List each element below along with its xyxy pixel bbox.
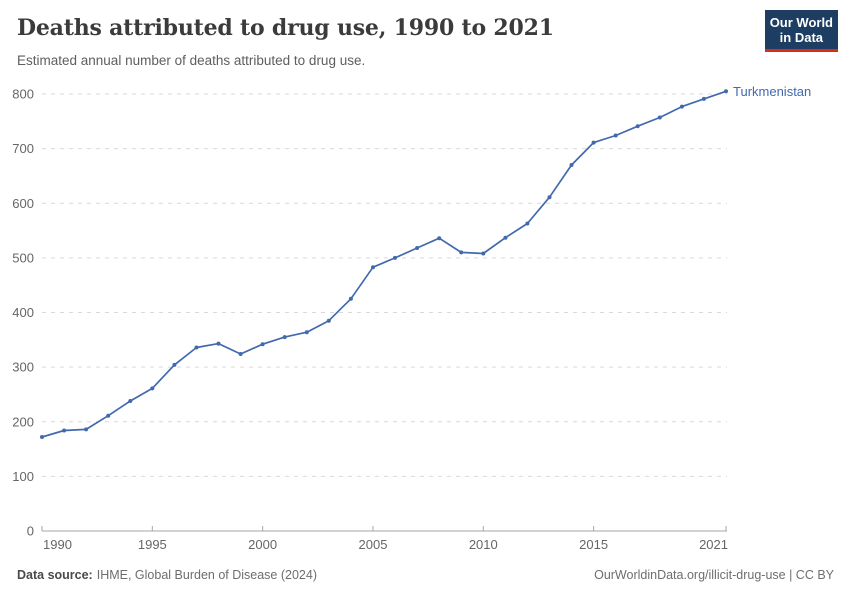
data-point-2009[interactable] [459, 250, 464, 255]
y-tick-label-700: 700 [12, 141, 34, 156]
data-point-2013[interactable] [547, 195, 552, 200]
y-tick-label-0: 0 [27, 524, 34, 539]
data-point-2012[interactable] [525, 221, 530, 226]
data-line-turkmenistan[interactable] [41, 90, 727, 438]
x-tick-label-1990: 1990 [43, 537, 72, 552]
data-point-1999[interactable] [238, 352, 243, 356]
data-point-2008[interactable] [437, 236, 442, 241]
data-point-1991[interactable] [62, 428, 67, 433]
data-point-2001[interactable] [282, 335, 287, 340]
owid-logo-line1: Our World [769, 15, 833, 30]
data-point-1997[interactable] [194, 345, 199, 350]
x-tick-label-2005: 2005 [359, 537, 388, 552]
data-point-2005[interactable] [371, 265, 375, 270]
chart-title: Deaths attributed to drug use, 1990 to 2… [17, 15, 554, 41]
data-point-2020[interactable] [701, 96, 706, 101]
data-point-1995[interactable] [150, 386, 155, 391]
data-point-2021[interactable] [724, 89, 728, 94]
y-tick-label-400: 400 [12, 305, 34, 320]
x-tick-label-2015: 2015 [579, 537, 608, 552]
data-point-2007[interactable] [415, 246, 420, 250]
credit-link[interactable]: OurWorldinData.org/illicit-drug-use | CC… [594, 568, 834, 582]
data-point-2004[interactable] [348, 296, 353, 301]
data-point-2011[interactable] [503, 235, 508, 240]
data-point-1998[interactable] [216, 341, 221, 346]
data-point-2000[interactable] [260, 342, 265, 347]
data-source-label: Data source: [17, 568, 93, 582]
data-point-1990[interactable] [40, 435, 44, 439]
owid-logo[interactable]: Our World in Data [764, 10, 838, 52]
x-tick-label-2010: 2010 [469, 537, 498, 552]
data-point-2019[interactable] [679, 104, 684, 109]
data-point-2003[interactable] [326, 318, 331, 323]
owid-logo-line2: in Data [779, 30, 824, 45]
data-point-1992[interactable] [84, 427, 89, 432]
data-point-1994[interactable] [128, 399, 133, 403]
data-point-1993[interactable] [106, 413, 111, 418]
data-point-2016[interactable] [613, 133, 618, 138]
y-tick-label-800: 800 [12, 87, 34, 102]
data-point-2017[interactable] [635, 124, 640, 129]
series-label-turkmenistan: Turkmenistan [733, 84, 811, 99]
data-source: Data source: IHME, Global Burden of Disea… [17, 568, 317, 582]
y-tick-label-100: 100 [12, 469, 34, 484]
y-tick-label-500: 500 [12, 250, 34, 265]
data-point-2006[interactable] [393, 255, 397, 260]
data-point-2014[interactable] [569, 163, 574, 167]
data-point-2018[interactable] [657, 115, 662, 120]
y-tick-label-200: 200 [12, 414, 34, 429]
x-tick-label-1995: 1995 [138, 537, 167, 552]
data-point-2015[interactable] [591, 140, 596, 145]
data-point-2010[interactable] [481, 251, 486, 256]
y-tick-label-600: 600 [12, 196, 34, 211]
data-source-text: IHME, Global Burden of Disease (2024) [96, 568, 317, 582]
x-tick-label-2021: 2021 [699, 537, 728, 552]
data-point-2002[interactable] [304, 330, 309, 335]
chart-subtitle: Estimated annual number of deaths attrib… [17, 53, 366, 68]
y-tick-label-300: 300 [12, 360, 34, 375]
x-tick-label-2000: 2000 [248, 537, 277, 552]
data-point-1996[interactable] [172, 362, 177, 367]
